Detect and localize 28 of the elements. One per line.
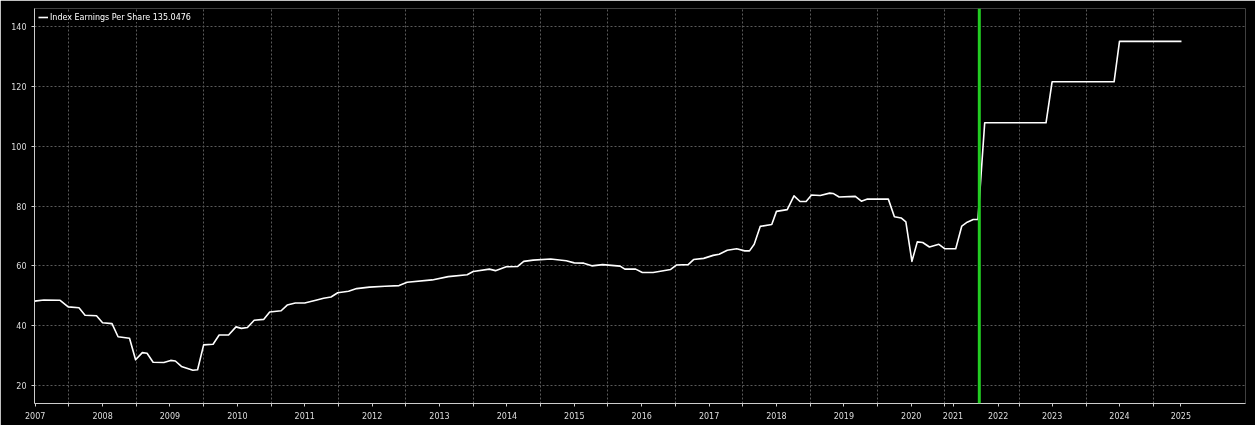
y-tick-label: 40 xyxy=(16,322,27,332)
x-tick-label: 2008 xyxy=(92,411,113,421)
x-tick-label: 2024 xyxy=(1109,411,1130,421)
x-tick-label: 2013 xyxy=(429,411,450,421)
x-tick-label: 2020 xyxy=(901,411,922,421)
x-tick-label: 2023 xyxy=(1041,411,1063,421)
y-tick-label: 120 xyxy=(11,82,27,92)
x-tick-label: 2019 xyxy=(833,411,855,421)
x-tick-label: 2022 xyxy=(988,411,1009,421)
x-tick-label: 2010 xyxy=(227,411,248,421)
y-tick-label: 80 xyxy=(16,202,27,212)
y-tick-label: 20 xyxy=(16,382,27,392)
x-tick-label: 2018 xyxy=(766,411,787,421)
x-tick-label: 2021 xyxy=(942,411,964,421)
x-tick-label: 2016 xyxy=(631,411,652,421)
line-series xyxy=(34,40,1183,372)
x-tick-label: 2025 xyxy=(1170,411,1191,421)
y-tick-label: 60 xyxy=(16,262,27,272)
x-tick-label: 2009 xyxy=(159,411,181,421)
legend-label: Index Earnings Per Share 135.0476 xyxy=(50,12,191,22)
x-tick-label: 2014 xyxy=(496,411,518,421)
x-tick-label: 2015 xyxy=(564,411,585,421)
x-tick-label: 2011 xyxy=(294,411,315,421)
y-tick-label: 100 xyxy=(11,142,27,152)
x-tick-label: 2017 xyxy=(698,411,720,421)
y-tick-label: 140 xyxy=(11,22,27,32)
x-tick-label: 2012 xyxy=(361,411,383,421)
x-tick-label: 2007 xyxy=(24,411,46,421)
